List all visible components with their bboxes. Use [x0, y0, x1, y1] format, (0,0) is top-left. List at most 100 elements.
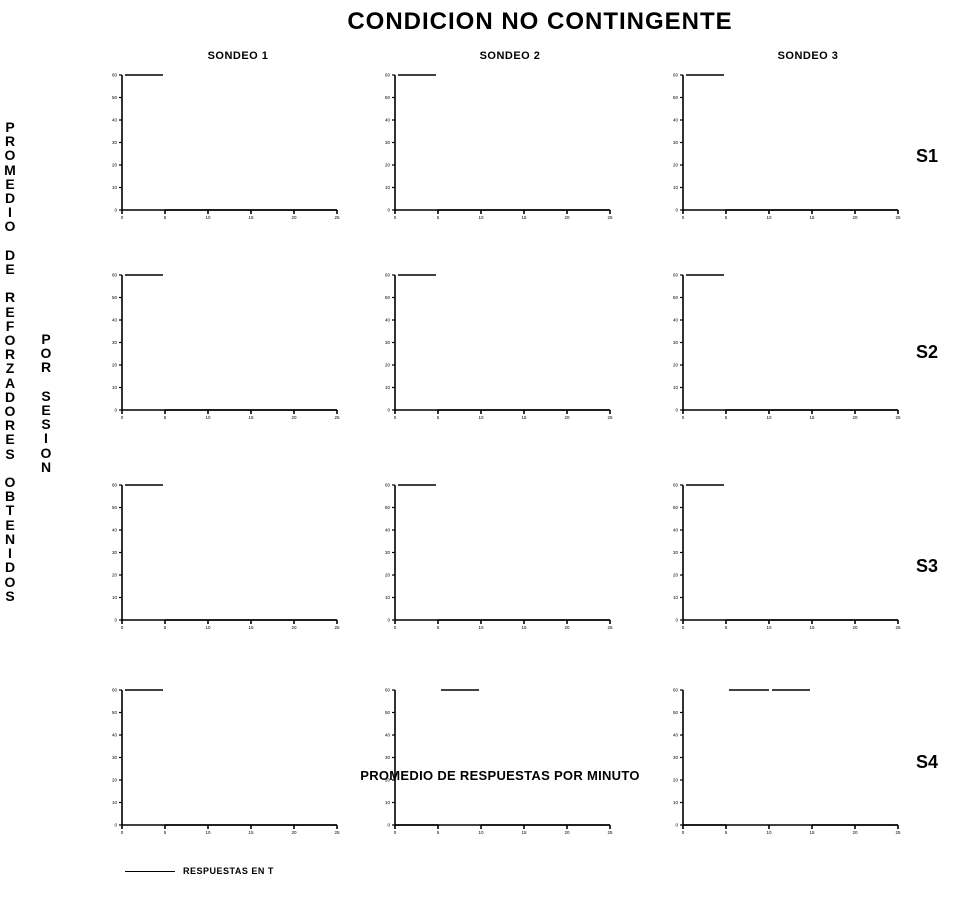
x-tick-label: 15 — [521, 830, 527, 835]
y-axis-label-letter: D — [4, 559, 16, 576]
x-tick-label: 25 — [607, 830, 613, 835]
x-tick-label: 20 — [564, 415, 570, 420]
y-axis-label-letter: M — [4, 161, 16, 178]
y-axis-label-letter: O — [4, 332, 16, 349]
y-tick-label: 20 — [112, 778, 118, 783]
x-tick-label: 0 — [121, 625, 124, 630]
y-tick-label: 0 — [675, 408, 678, 413]
x-tick-label: 5 — [164, 625, 167, 630]
x-tick-label: 20 — [852, 415, 858, 420]
y-tick-label: 10 — [385, 185, 391, 190]
x-tick-label: 5 — [725, 215, 728, 220]
x-tick-label: 25 — [607, 625, 613, 630]
y-axis-label-letter: E — [41, 402, 51, 419]
y-tick-label: 10 — [673, 185, 679, 190]
y-tick-label: 0 — [387, 823, 390, 828]
x-tick-label: 25 — [895, 215, 901, 220]
legend: RESPUESTAS EN T — [125, 866, 274, 876]
y-axis-label-letter: I — [44, 430, 48, 447]
x-tick-label: 10 — [766, 625, 772, 630]
x-tick-label: 15 — [809, 625, 815, 630]
x-tick-label: 15 — [248, 215, 254, 220]
y-tick-label: 10 — [673, 800, 679, 805]
y-axis-label-letter: F — [5, 317, 15, 334]
x-tick-label: 10 — [478, 415, 484, 420]
x-tick-label: 5 — [164, 830, 167, 835]
x-tick-label: 15 — [248, 415, 254, 420]
y-axis-label-letter: O — [4, 218, 16, 235]
y-tick-label: 50 — [385, 95, 391, 100]
y-tick-label: 10 — [112, 385, 118, 390]
y-tick-label: 40 — [112, 318, 118, 323]
y-tick-label: 0 — [387, 408, 390, 413]
x-tick-label: 5 — [164, 215, 167, 220]
y-tick-label: 30 — [112, 755, 118, 760]
row-label-s2: S2 — [916, 342, 939, 362]
x-tick-label: 10 — [478, 625, 484, 630]
y-tick-label: 10 — [385, 595, 391, 600]
y-tick-label: 40 — [385, 118, 391, 123]
y-axis-label-letter: S — [41, 387, 51, 404]
x-tick-label: 0 — [394, 415, 397, 420]
legend-label: RESPUESTAS EN T — [183, 866, 274, 876]
x-tick-label: 5 — [725, 415, 728, 420]
y-axis-label-letter: I — [8, 204, 12, 221]
y-tick-label: 50 — [385, 710, 391, 715]
y-tick-label: 50 — [112, 95, 118, 100]
y-tick-label: 20 — [673, 163, 679, 168]
y-tick-label: 40 — [385, 733, 391, 738]
y-tick-label: 30 — [673, 550, 679, 555]
y-tick-label: 0 — [387, 208, 390, 213]
x-tick-label: 0 — [121, 215, 124, 220]
chart-title: CONDICION NO CONTINGENTE — [347, 8, 733, 35]
y-tick-label: 50 — [112, 710, 118, 715]
y-tick-label: 0 — [114, 208, 117, 213]
column-header-sondeo-1: SONDEO 1 — [207, 50, 269, 62]
x-tick-label: 15 — [521, 215, 527, 220]
y-tick-label: 60 — [385, 483, 391, 488]
y-tick-label: 60 — [673, 73, 679, 78]
y-axis-label-letter: A — [4, 374, 16, 391]
y-axis-label-letter: O — [4, 573, 16, 590]
x-tick-label: 15 — [248, 625, 254, 630]
x-tick-label: 10 — [478, 830, 484, 835]
y-tick-label: 40 — [673, 318, 679, 323]
y-tick-label: 0 — [387, 618, 390, 623]
y-tick-label: 0 — [675, 208, 678, 213]
y-tick-label: 60 — [112, 273, 118, 278]
y-tick-label: 40 — [673, 118, 679, 123]
y-axis-label-letter: P — [5, 119, 15, 135]
y-tick-label: 50 — [673, 295, 679, 300]
y-axis-label-letter: E — [5, 303, 15, 320]
y-tick-label: 20 — [385, 163, 391, 168]
x-tick-label: 25 — [607, 215, 613, 220]
y-tick-label: 40 — [112, 733, 118, 738]
y-tick-label: 30 — [385, 140, 391, 145]
x-tick-label: 5 — [437, 415, 440, 420]
row-label-s1: S1 — [916, 146, 939, 166]
x-tick-label: 5 — [437, 215, 440, 220]
x-tick-label: 5 — [725, 625, 728, 630]
x-tick-label: 25 — [334, 415, 340, 420]
y-tick-label: 20 — [385, 778, 391, 783]
y-tick-label: 20 — [385, 573, 391, 578]
y-axis-label-letter: E — [5, 516, 15, 533]
x-tick-label: 20 — [291, 415, 297, 420]
x-tick-label: 10 — [766, 215, 772, 220]
x-tick-label: 10 — [478, 215, 484, 220]
y-tick-label: 0 — [114, 618, 117, 623]
x-tick-label: 0 — [682, 215, 685, 220]
y-tick-label: 40 — [673, 528, 679, 533]
y-tick-label: 60 — [673, 688, 679, 693]
y-tick-label: 60 — [112, 688, 118, 693]
x-tick-label: 5 — [164, 415, 167, 420]
x-tick-label: 0 — [121, 415, 124, 420]
y-axis-label-letter: E — [5, 175, 15, 192]
y-tick-label: 60 — [385, 688, 391, 693]
y-tick-label: 10 — [673, 595, 679, 600]
x-tick-label: 10 — [205, 415, 211, 420]
row-label-s4: S4 — [916, 752, 939, 772]
y-tick-label: 50 — [673, 505, 679, 510]
x-tick-label: 15 — [809, 215, 815, 220]
